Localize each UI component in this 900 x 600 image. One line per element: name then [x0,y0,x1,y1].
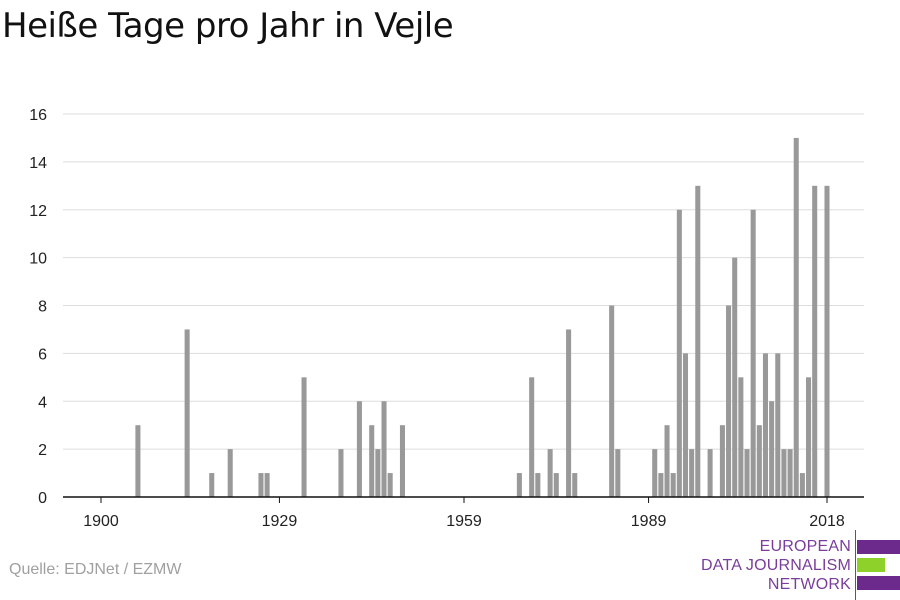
bar [775,353,781,497]
y-tick-label: 12 [29,203,47,220]
x-tick-label: 1929 [262,513,298,530]
x-axis: 1900 1929 1959 1989 2018 [63,496,864,530]
bar [375,449,381,497]
bar [719,425,725,497]
bars [135,137,830,497]
bar [726,305,732,497]
bar [381,401,387,497]
bar [787,449,793,497]
x-tick-label: 1900 [83,513,119,530]
logo-divider [855,530,856,600]
logo-bar-purple-top [857,540,900,554]
bar [744,449,750,497]
bar [227,449,233,497]
logo-bar-purple-bottom [857,576,900,590]
bar [732,257,738,497]
bar [301,377,307,497]
bar [756,425,762,497]
bar [658,473,664,497]
x-tick-label: 1989 [631,513,667,530]
bar [399,425,405,497]
bar [529,377,535,497]
edjnet-logo: EUROPEAN DATA JOURNALISM NETWORK [700,530,900,600]
bar [572,473,578,497]
bar [209,473,215,497]
x-tick-label: 1959 [446,513,482,530]
bar [184,329,190,497]
gridlines [63,113,864,450]
bar [258,473,264,497]
bar [664,425,670,497]
bar [609,305,615,497]
bar [338,449,344,497]
logo-bar-green [857,558,885,572]
bar [762,353,768,497]
bar [670,473,676,497]
logo-text-line-3: NETWORK [767,576,851,593]
bar [676,209,682,497]
bar [264,473,270,497]
y-tick-label: 2 [38,442,47,459]
y-tick-label: 16 [29,107,47,124]
bar [553,473,559,497]
x-tick-label: 2018 [809,513,845,530]
bar [356,401,362,497]
y-tick-label: 4 [38,394,47,411]
logo-text-line-1: EUROPEAN [759,538,851,555]
bar [707,449,713,497]
bar [824,185,830,497]
y-tick-label: 14 [29,155,47,172]
bar [812,185,818,497]
chart-title: Heiße Tage pro Jahr in Vejle [2,6,454,46]
bar [652,449,658,497]
bar [695,185,701,497]
bar [750,209,756,497]
bar [806,377,812,497]
bar [547,449,553,497]
bar [769,401,775,497]
bar [682,353,689,497]
bar [369,425,375,497]
bar [689,449,695,497]
y-tick-label: 10 [29,251,47,268]
bar [793,137,799,497]
bar [135,425,141,497]
bar [738,377,744,497]
bar [781,449,787,497]
bar [615,449,621,497]
y-axis-ticks: 0 2 4 6 8 10 12 14 16 [29,107,47,507]
bar [566,329,572,497]
bar [799,473,805,497]
y-tick-label: 8 [38,299,47,316]
logo-text-line-2: DATA JOURNALISM [701,557,851,574]
y-tick-label: 6 [38,346,47,363]
bar [516,473,522,497]
bar-chart: 0 2 4 6 8 10 12 14 16 1900 1929 1959 1989 2018 [29,107,864,530]
bar [535,473,541,497]
source-note: Quelle: EDJNet / EZMW [9,561,182,578]
bar [387,473,393,497]
y-tick-label: 0 [38,490,47,507]
